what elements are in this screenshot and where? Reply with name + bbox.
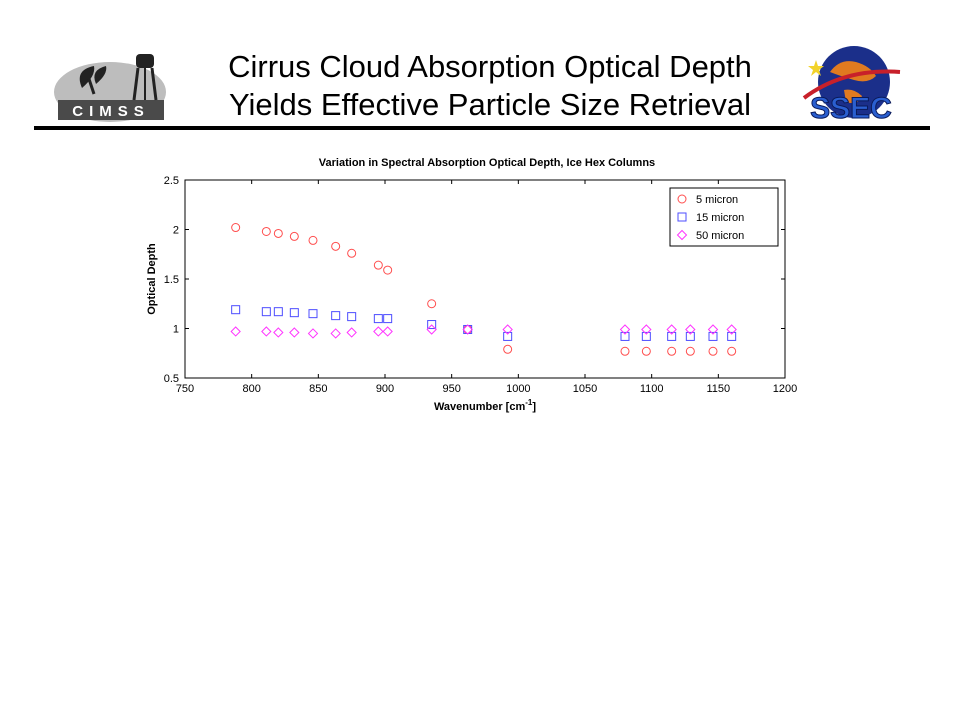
x-axis-label-end: ]	[532, 401, 536, 413]
slide-header: CIMSS Cirrus Cloud Absorption Optical De…	[0, 0, 960, 140]
data-point-circle	[427, 299, 437, 309]
data-point-diamond	[230, 326, 241, 337]
data-point-circle	[620, 346, 630, 356]
ssec-logo-text: SSEC	[810, 92, 892, 124]
data-point-diamond	[373, 326, 384, 337]
chart-title: Variation in Spectral Absorption Optical…	[319, 157, 655, 169]
x-tick-label: 1150	[707, 383, 731, 395]
series-diamond	[230, 324, 737, 339]
data-point-diamond	[382, 326, 393, 337]
legend: 5 micron 15 micron 50 micron	[669, 187, 779, 247]
optical-depth-chart: Variation in Spectral Absorption Optical…	[146, 157, 797, 413]
data-point-diamond	[330, 328, 341, 339]
slide-title-line-2: Yields Effective Particle Size Retrieval	[228, 87, 752, 122]
data-point-circle	[273, 228, 283, 238]
y-tick-label: 2.5	[164, 175, 179, 187]
x-tick-label: 1100	[640, 383, 664, 395]
legend-box	[669, 187, 779, 247]
data-point-diamond	[707, 324, 719, 335]
data-point-square	[347, 312, 357, 322]
cimss-logo: CIMSS	[54, 54, 166, 122]
data-point-circle	[289, 231, 299, 241]
x-tick-label: 1200	[773, 383, 797, 395]
y-tick-label: 1.5	[164, 274, 179, 286]
chart-container: Variation in Spectral Absorption Optical…	[130, 148, 820, 428]
data-point-square	[331, 311, 341, 321]
x-tick-label: 1000	[506, 383, 530, 395]
data-point-diamond	[462, 324, 473, 335]
data-point-circle	[347, 248, 357, 258]
cimss-logo-text: CIMSS	[72, 103, 150, 120]
data-point-circle	[373, 260, 383, 270]
data-point-diamond	[726, 324, 737, 335]
data-point-square	[289, 308, 299, 318]
slide-title: Cirrus Cloud Absorption Optical Depth Yi…	[190, 48, 790, 124]
x-tick-label: 1050	[573, 383, 597, 395]
data-point-circle	[708, 346, 718, 356]
x-tick-label: 850	[309, 383, 327, 395]
data-point-square	[503, 331, 513, 341]
y-tick-label: 2	[173, 225, 179, 237]
title-divider	[34, 126, 930, 130]
data-point-square	[383, 314, 393, 324]
x-axis-label: Wavenumber [cm-1]	[434, 398, 536, 413]
x-tick-label: 800	[242, 383, 260, 395]
y-tick-label: 1	[173, 324, 179, 336]
data-point-circle	[383, 265, 393, 275]
data-point-diamond	[307, 328, 319, 339]
legend-label: 15 micron	[696, 212, 744, 224]
data-point-circle	[667, 346, 677, 356]
data-point-diamond	[641, 324, 652, 335]
x-axis: 750 800 850 900 950 1000 1050 1100 1150 1200	[176, 180, 797, 395]
data-point-circle	[727, 346, 737, 356]
data-point-square	[261, 307, 271, 317]
data-point-square	[427, 320, 437, 330]
series-circle	[231, 223, 737, 356]
y-tick-label: 0.5	[164, 373, 179, 385]
data-point-diamond	[346, 327, 357, 338]
data-point-circle	[503, 344, 513, 354]
data-point-square	[667, 331, 677, 341]
data-point-circle	[231, 223, 241, 233]
x-tick-label: 750	[176, 383, 194, 395]
y-axis-label: Optical Depth	[146, 243, 158, 315]
data-markers	[230, 223, 737, 356]
data-point-diamond	[289, 327, 300, 338]
x-axis-label-sup: -1	[525, 398, 533, 407]
ssec-logo: SSEC	[802, 46, 901, 124]
legend-circle-icon	[677, 194, 687, 204]
data-point-circle	[308, 235, 318, 245]
data-point-circle	[261, 226, 271, 236]
data-point-square	[620, 331, 630, 341]
data-point-diamond	[426, 324, 437, 335]
data-point-square	[373, 314, 383, 324]
data-point-diamond	[666, 324, 677, 335]
data-point-square	[708, 331, 718, 341]
data-point-diamond	[273, 327, 284, 338]
legend-label: 50 micron	[696, 230, 744, 242]
x-axis-label-main: Wavenumber [cm	[434, 401, 526, 413]
data-point-square	[685, 331, 695, 341]
x-tick-label: 950	[442, 383, 460, 395]
data-point-circle	[463, 324, 473, 334]
data-point-square	[231, 305, 241, 315]
legend-label: 5 micron	[696, 194, 738, 206]
series-square	[231, 305, 737, 341]
data-point-square	[273, 307, 283, 317]
data-point-diamond	[261, 326, 272, 337]
y-axis: 0.5 1 1.5 2 2.5	[164, 175, 785, 385]
data-point-diamond	[619, 324, 631, 335]
data-point-square	[727, 331, 737, 341]
data-point-circle	[685, 346, 695, 356]
data-point-circle	[331, 241, 341, 251]
data-point-square	[641, 331, 651, 341]
slide-title-line-1: Cirrus Cloud Absorption Optical Depth	[228, 49, 752, 84]
data-point-circle	[641, 346, 651, 356]
x-tick-label: 900	[376, 383, 394, 395]
data-point-diamond	[502, 324, 513, 335]
legend-square-icon	[677, 212, 687, 222]
data-point-square	[308, 309, 318, 319]
data-point-diamond	[685, 324, 696, 335]
legend-diamond-icon	[676, 229, 688, 241]
